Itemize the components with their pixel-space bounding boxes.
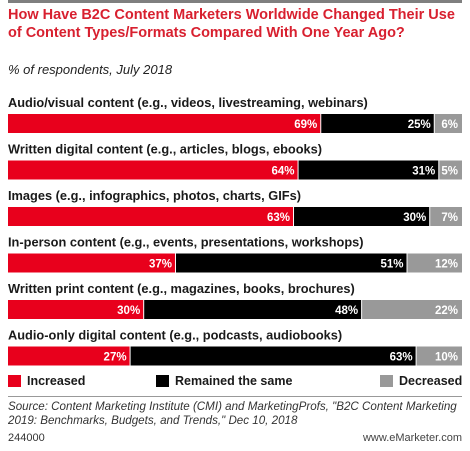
category-label: Written print content (e.g., magazines, …	[8, 281, 355, 296]
legend-label-remained-same: Remained the same	[175, 374, 293, 388]
legend: Increased Remained the same Decreased	[8, 374, 462, 390]
bar-segment-increased	[8, 253, 175, 273]
data-label-decreased: 5%	[441, 166, 458, 178]
data-label-remained-same: 31%	[412, 166, 435, 178]
data-label-decreased: 10%	[435, 352, 458, 364]
legend-item-increased: Increased	[8, 374, 85, 388]
source-divider	[8, 396, 462, 397]
category-label: Audio/visual content (e.g., videos, live…	[8, 95, 368, 110]
footer: 244000 www.eMarketer.com	[8, 432, 462, 446]
category-label: In-person content (e.g., events, present…	[8, 235, 364, 250]
data-label-increased: 63%	[267, 212, 290, 224]
data-label-remained-same: 30%	[403, 212, 426, 224]
chart-subtitle: % of respondents, July 2018	[8, 62, 173, 77]
legend-swatch-remained-same	[156, 375, 169, 387]
bar-segment-increased	[8, 207, 294, 226]
data-label-increased: 69%	[294, 119, 317, 131]
data-label-decreased: 12%	[435, 259, 458, 271]
chart-title: How Have B2C Content Marketers Worldwide…	[8, 7, 455, 41]
category-label: Audio-only digital content (e.g., podcas…	[8, 328, 342, 343]
bar-segment-remained-same	[294, 207, 430, 226]
data-label-decreased: 22%	[435, 305, 458, 317]
bar-segment-decreased	[434, 114, 462, 133]
source-note: Source: Content Marketing Institute (CMI…	[8, 400, 457, 427]
emarketer-logo: www.eMarketer.com	[362, 432, 462, 444]
bar-segment-remained-same	[298, 160, 439, 180]
data-label-remained-same: 63%	[390, 352, 413, 364]
chart-id: 244000	[8, 432, 45, 444]
bar-segment-decreased	[439, 160, 462, 180]
bar-segment-increased	[8, 114, 321, 133]
legend-swatch-increased	[8, 375, 21, 387]
bar-segment-decreased	[416, 346, 462, 366]
bar-segment-increased	[8, 300, 144, 319]
legend-label-increased: Increased	[27, 374, 86, 388]
legend-item-decreased: Decreased	[380, 374, 462, 388]
data-label-increased: 27%	[104, 352, 127, 364]
legend-label-decreased: Decreased	[399, 374, 463, 388]
bar-segment-decreased	[430, 207, 462, 226]
bar-segment-decreased	[362, 300, 462, 319]
bar-segment-remained-same	[175, 253, 407, 273]
top-rule	[8, 0, 462, 3]
legend-item-remained-same: Remained the same	[156, 374, 292, 388]
data-label-decreased: 6%	[441, 119, 458, 131]
data-label-increased: 30%	[117, 305, 140, 317]
data-label-remained-same: 25%	[408, 119, 431, 131]
bar-segment-remained-same	[321, 114, 434, 133]
data-label-increased: 64%	[272, 166, 295, 178]
bar-segment-remained-same	[130, 346, 416, 366]
category-label: Images (e.g., infographics, photos, char…	[8, 188, 301, 203]
bar-segment-decreased	[407, 253, 462, 273]
bar-segment-increased	[8, 346, 130, 366]
data-label-remained-same: 48%	[335, 305, 358, 317]
data-label-decreased: 7%	[441, 212, 458, 224]
data-label-remained-same: 51%	[380, 259, 403, 271]
data-label-increased: 37%	[149, 259, 172, 271]
category-label: Written digital content (e.g., articles,…	[8, 142, 322, 157]
legend-swatch-decreased	[380, 375, 393, 387]
bar-segment-remained-same	[144, 300, 362, 319]
bar-segment-increased	[8, 160, 298, 180]
